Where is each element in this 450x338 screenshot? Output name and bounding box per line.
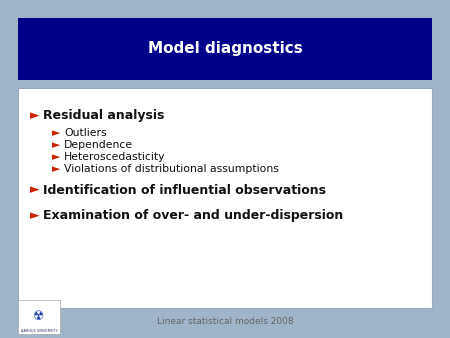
Text: ►: ► bbox=[52, 128, 60, 138]
Text: ►: ► bbox=[52, 140, 60, 150]
Text: Examination of over- and under-dispersion: Examination of over- and under-dispersio… bbox=[43, 210, 343, 222]
Bar bbox=[18, 88, 432, 308]
Text: Violations of distributional assumptions: Violations of distributional assumptions bbox=[64, 164, 279, 174]
Text: Model diagnostics: Model diagnostics bbox=[148, 42, 302, 56]
Text: Heteroscedasticity: Heteroscedasticity bbox=[64, 152, 166, 162]
Bar bbox=[18, 18, 432, 80]
Text: Identification of influential observations: Identification of influential observatio… bbox=[43, 184, 326, 196]
Text: Outliers: Outliers bbox=[64, 128, 107, 138]
Text: Linear statistical models 2008: Linear statistical models 2008 bbox=[157, 317, 293, 327]
Text: ►: ► bbox=[30, 210, 40, 222]
Text: Dependence: Dependence bbox=[64, 140, 133, 150]
Text: AARHUS UNIVERSITY: AARHUS UNIVERSITY bbox=[21, 329, 57, 333]
Text: ►: ► bbox=[30, 184, 40, 196]
Text: ►: ► bbox=[30, 110, 40, 122]
Bar bbox=[18, 300, 60, 334]
Text: ☢: ☢ bbox=[33, 311, 45, 323]
Text: ►: ► bbox=[52, 164, 60, 174]
Text: Residual analysis: Residual analysis bbox=[43, 110, 164, 122]
Text: ►: ► bbox=[52, 152, 60, 162]
